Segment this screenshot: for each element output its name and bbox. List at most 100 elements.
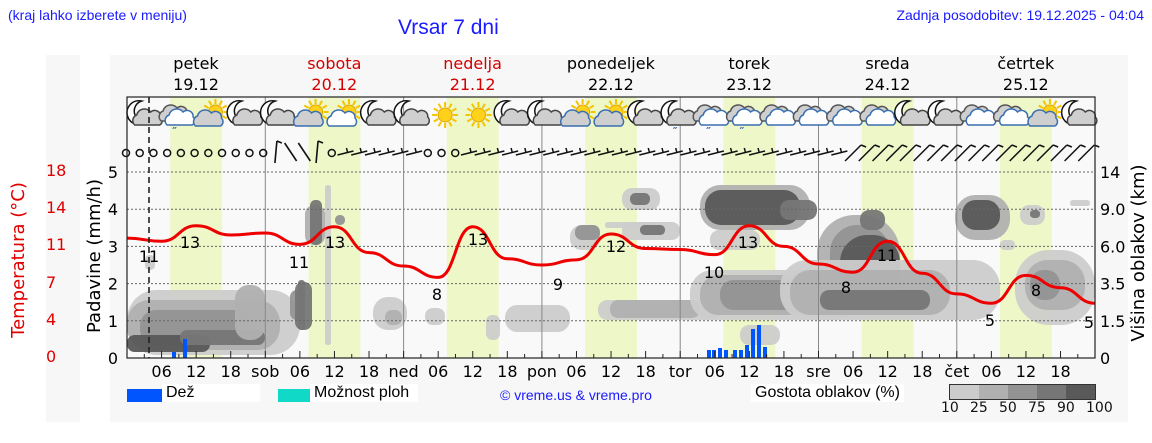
wind-calm-icon xyxy=(135,148,144,158)
wind-barb-icon xyxy=(364,147,382,156)
precip-tick: 4 xyxy=(108,200,118,219)
temperature-label: 13 xyxy=(180,233,200,252)
day-label: petek 19.12 xyxy=(127,53,265,95)
cloud-height-tick: 14 xyxy=(1100,163,1120,182)
wind-barb-icon xyxy=(405,147,423,156)
x-tick-label: 12 xyxy=(463,362,483,381)
sun-icon xyxy=(432,102,459,128)
copyright-link[interactable]: © vreme.us & vreme.pro xyxy=(500,387,652,403)
wind-barb-icon xyxy=(926,144,949,162)
wind-barb-icon xyxy=(762,147,779,156)
temperature-tick: 11 xyxy=(46,235,67,254)
sun-cloud-icon xyxy=(192,99,229,127)
location-hint: (kraj lahko izberete v meniju) xyxy=(8,7,187,23)
temperature-label: 8 xyxy=(1031,281,1041,300)
sun-cloud-icon xyxy=(560,99,596,127)
page-title: Vrsar 7 dni xyxy=(398,16,499,39)
wind-barb-icon xyxy=(315,140,324,164)
day-date: 19.12 xyxy=(173,75,219,94)
x-tick-label: 06 xyxy=(428,362,448,381)
wind-calm-icon xyxy=(258,148,268,158)
wind-barb-icon xyxy=(858,144,881,162)
cloud-icon xyxy=(859,104,897,126)
temperature-tick: 7 xyxy=(46,273,57,292)
wind-barb-icon xyxy=(488,147,505,156)
x-tick-label: 18 xyxy=(497,362,517,381)
storm-legend-swatch xyxy=(278,389,310,402)
temperature-labels: 11 13 11 13 8 13 9 12 10 13 8 11 5 8 5 xyxy=(139,230,1094,332)
cloud-height-tick: 9.0 xyxy=(1100,200,1125,219)
wind-barb-icon xyxy=(913,144,935,162)
wind-barb-icon xyxy=(501,147,519,156)
day-label: sreda 24.12 xyxy=(819,53,957,95)
rain-bar xyxy=(183,339,187,358)
storm-legend-label: Možnost ploh xyxy=(310,384,418,402)
density-swatch xyxy=(950,385,979,399)
wind-barb-icon xyxy=(556,147,574,156)
temp-axis-panel xyxy=(46,55,80,422)
temperature-label: 11 xyxy=(139,247,159,266)
x-tick-label: 18 xyxy=(912,362,932,381)
density-tick: 75 xyxy=(1028,400,1046,416)
last-update: Zadnja posodobitev: 19.12.2025 - 04:04 xyxy=(896,7,1144,23)
cloud-rain-light-icon: ″ xyxy=(158,104,196,138)
wind-barb-icon xyxy=(597,147,615,156)
wind-barb-icon xyxy=(1009,144,1031,162)
day-date: 22.12 xyxy=(587,75,634,94)
day-date: 21.12 xyxy=(449,75,496,94)
wind-barb-icon xyxy=(803,147,821,156)
rain-bar xyxy=(712,350,716,358)
wind-calm-icon xyxy=(190,148,199,158)
cloud-density-scale xyxy=(949,384,1096,400)
sun-cloud-icon xyxy=(292,99,329,127)
wind-barb-icon xyxy=(529,147,546,156)
cloud-icon xyxy=(826,104,863,126)
wind-calm-icon xyxy=(423,148,433,158)
wind-calm-icon xyxy=(162,148,172,158)
x-tick-label: tor xyxy=(669,362,692,381)
day-label: četrtek 25.12 xyxy=(957,53,1095,95)
wind-calm-icon xyxy=(121,148,131,158)
day-name: sreda xyxy=(865,54,910,73)
wind-barb-icon xyxy=(1022,144,1045,162)
svg-text:″: ″ xyxy=(172,125,177,138)
wind-barb-icon xyxy=(995,144,1018,162)
wind-calm-icon xyxy=(204,148,213,158)
moon-cloud-icon xyxy=(393,99,430,126)
day-label: torek 23.12 xyxy=(680,53,818,95)
svg-text:″: ″ xyxy=(673,125,678,138)
wind-barb-icon xyxy=(693,147,711,156)
wind-barb-icon xyxy=(460,147,478,156)
x-tick-label: pon xyxy=(527,362,557,381)
wind-calm-icon xyxy=(231,148,240,158)
wind-barb-icon xyxy=(392,147,409,156)
wind-barb-icon xyxy=(652,147,670,156)
cloud-height-tick: 3.5 xyxy=(1100,275,1125,294)
x-tick-label: 18 xyxy=(1050,362,1070,381)
temperature-label: 9 xyxy=(553,275,563,294)
x-tick-label: 12 xyxy=(601,362,621,381)
rain-legend-text: Dež xyxy=(166,384,195,401)
wind-barb-icon xyxy=(844,144,867,162)
wind-barb-icon xyxy=(1036,144,1059,162)
density-tick: 10 xyxy=(941,400,959,416)
temperature-line xyxy=(126,224,1096,305)
wind-barb-icon xyxy=(543,147,560,156)
wind-barb-icon xyxy=(639,147,656,156)
day-name: nedelja xyxy=(443,54,502,73)
rain-bar xyxy=(751,329,755,358)
day-label: nedelja 21.12 xyxy=(404,53,542,95)
cloud-rain-light-icon: ″ xyxy=(725,104,763,138)
wind-barb-icon xyxy=(515,147,533,156)
wind-barb-icon xyxy=(981,144,1004,162)
x-tick-label: 06 xyxy=(705,362,725,381)
wind-barb-icon xyxy=(666,147,683,156)
precip-tick: 5 xyxy=(108,163,118,182)
svg-text:″: ″ xyxy=(706,125,711,138)
temperature-label: 13 xyxy=(468,230,488,249)
cloud-rain-light-icon: ″ xyxy=(692,104,730,138)
precip-tick: 0 xyxy=(108,349,118,368)
temperature-label: 11 xyxy=(877,246,897,265)
wind-calm-icon xyxy=(437,148,446,158)
